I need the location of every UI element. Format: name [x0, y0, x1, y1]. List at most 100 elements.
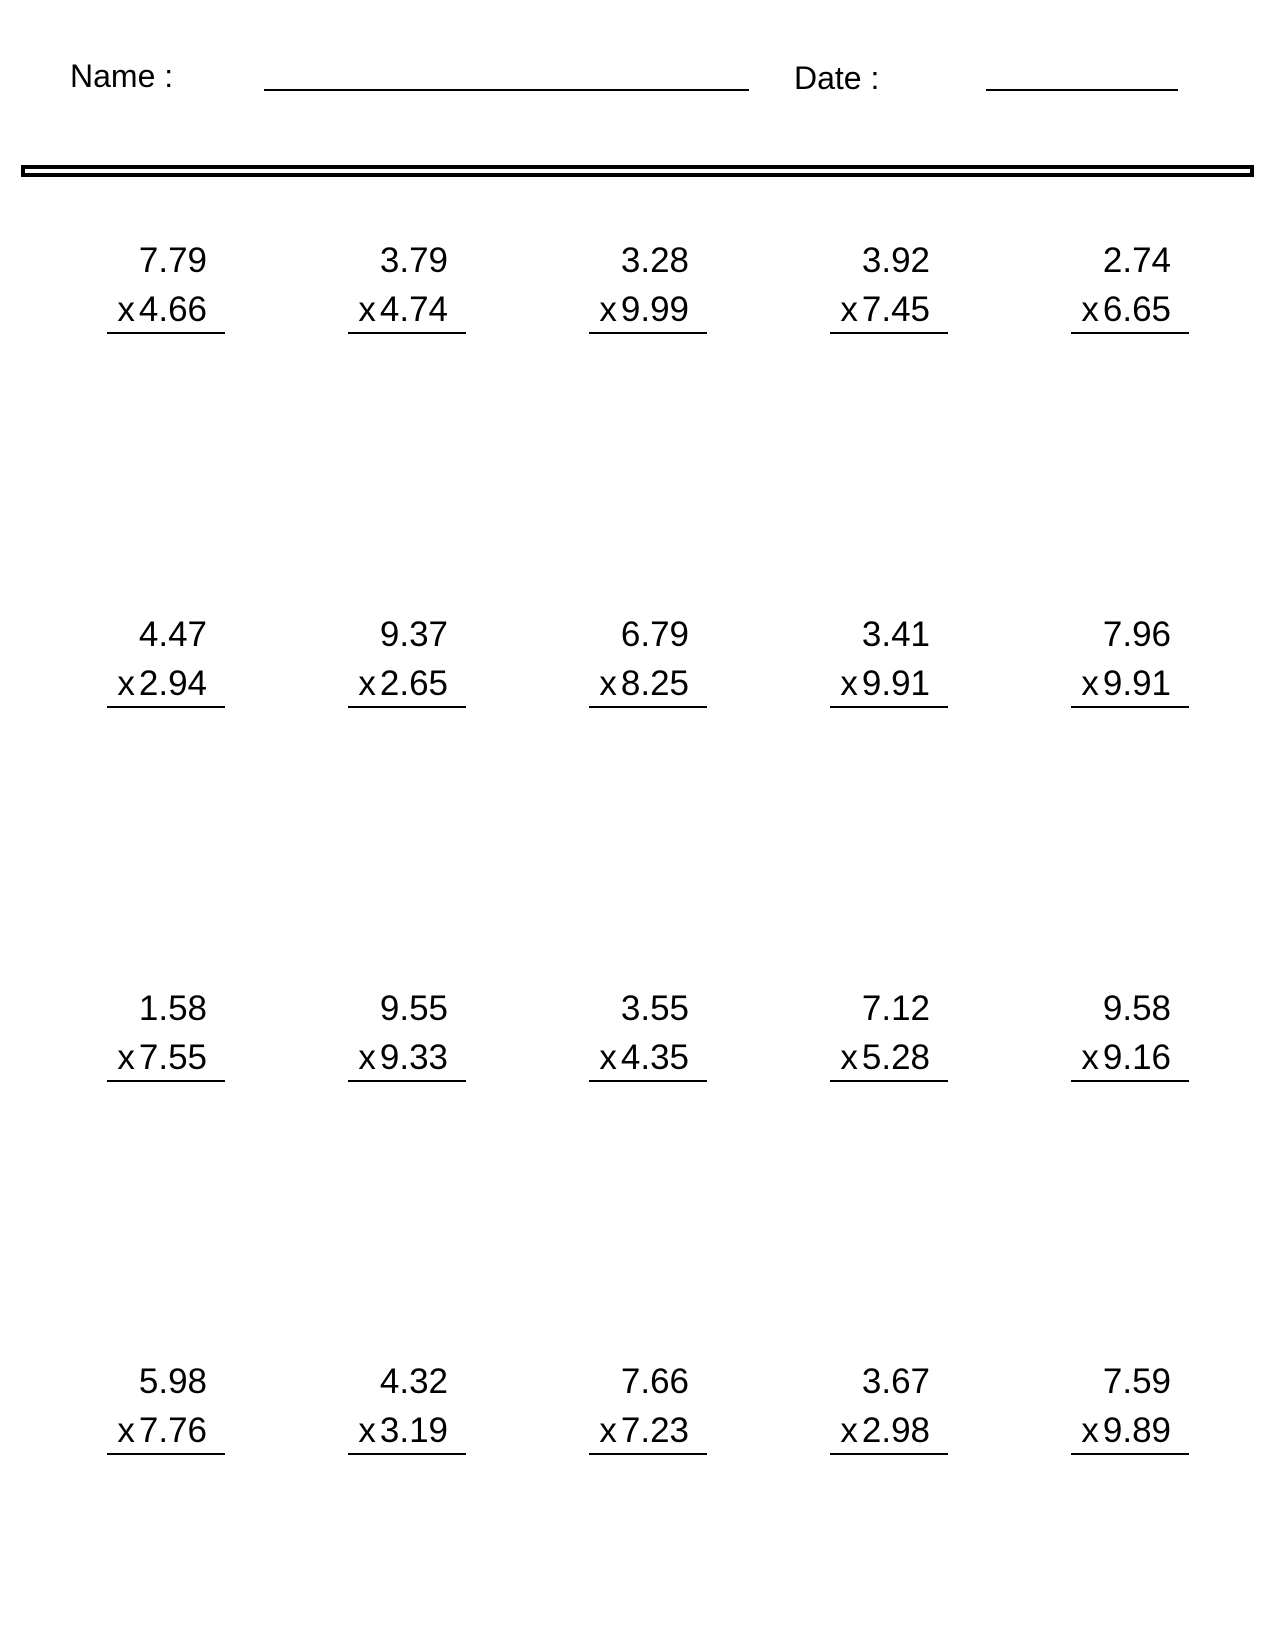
multiplicand: 5.98: [138, 1362, 207, 1401]
times-sign: x: [117, 290, 135, 329]
multiplicand: 2.74: [1102, 241, 1171, 280]
answer-line[interactable]: [830, 1453, 948, 1455]
date-label: Date :: [794, 60, 880, 96]
multiplier-line: x 2.98: [840, 1413, 930, 1448]
multiplier: 4.35: [620, 1038, 689, 1077]
multiplier-line: x 2.94: [117, 666, 207, 701]
multiplicand: 9.58: [1102, 989, 1171, 1028]
times-sign: x: [840, 1411, 858, 1450]
multiplier-line: x 7.45: [840, 292, 930, 327]
times-sign: x: [358, 290, 376, 329]
answer-line[interactable]: [589, 706, 707, 708]
answer-line[interactable]: [348, 1080, 466, 1082]
multiplier-line: x 9.16: [1081, 1040, 1171, 1075]
answer-line[interactable]: [107, 332, 225, 334]
multiplier: 7.23: [620, 1411, 689, 1450]
multiplier-line: x 7.55: [117, 1040, 207, 1075]
multiplier-line: x 4.35: [599, 1040, 689, 1075]
times-sign: x: [1081, 1038, 1099, 1077]
times-sign: x: [599, 1038, 617, 1077]
multiplier: 8.25: [620, 664, 689, 703]
times-sign: x: [1081, 1411, 1099, 1450]
answer-line[interactable]: [830, 332, 948, 334]
multiplicand: 9.37: [379, 615, 448, 654]
multiplier-line: x 9.91: [840, 666, 930, 701]
times-sign: x: [117, 664, 135, 703]
multiplier-line: x 7.76: [117, 1413, 207, 1448]
multiplicand: 3.67: [861, 1362, 930, 1401]
multiplicand: 3.92: [861, 241, 930, 280]
multiplicand: 7.96: [1102, 615, 1171, 654]
multiplicand: 3.41: [861, 615, 930, 654]
multiplier-line: x 4.74: [358, 292, 448, 327]
multiplier-line: x 9.89: [1081, 1413, 1171, 1448]
multiplier-line: x 2.65: [358, 666, 448, 701]
answer-line[interactable]: [830, 1080, 948, 1082]
multiplicand: 3.55: [620, 989, 689, 1028]
answer-line[interactable]: [107, 1080, 225, 1082]
multiplier: 6.65: [1102, 290, 1171, 329]
answer-line[interactable]: [107, 1453, 225, 1455]
times-sign: x: [1081, 290, 1099, 329]
times-sign: x: [358, 1411, 376, 1450]
multiplier: 9.89: [1102, 1411, 1171, 1450]
multiplier: 4.66: [138, 290, 207, 329]
answer-line[interactable]: [348, 706, 466, 708]
multiplier-line: x 5.28: [840, 1040, 930, 1075]
times-sign: x: [840, 1038, 858, 1077]
multiplier: 9.33: [379, 1038, 448, 1077]
multiplicand: 7.79: [138, 241, 207, 280]
multiplier: 4.74: [379, 290, 448, 329]
answer-line[interactable]: [1071, 1080, 1189, 1082]
answer-line[interactable]: [1071, 1453, 1189, 1455]
multiplier-line: x 9.33: [358, 1040, 448, 1075]
multiplier: 7.55: [138, 1038, 207, 1077]
multiplier: 9.91: [1102, 664, 1171, 703]
multiplier-line: x 9.99: [599, 292, 689, 327]
multiplicand: 7.66: [620, 1362, 689, 1401]
multiplier: 3.19: [379, 1411, 448, 1450]
multiplicand: 4.32: [379, 1362, 448, 1401]
name-field[interactable]: [264, 89, 749, 91]
multiplicand: 1.58: [138, 989, 207, 1028]
multiplicand: 7.59: [1102, 1362, 1171, 1401]
multiplicand: 9.55: [379, 989, 448, 1028]
answer-line[interactable]: [107, 706, 225, 708]
answer-line[interactable]: [1071, 332, 1189, 334]
multiplier-line: x 4.66: [117, 292, 207, 327]
times-sign: x: [599, 1411, 617, 1450]
times-sign: x: [117, 1038, 135, 1077]
multiplicand: 3.79: [379, 241, 448, 280]
answer-line[interactable]: [589, 1453, 707, 1455]
multiplier: 9.91: [861, 664, 930, 703]
multiplier: 2.94: [138, 664, 207, 703]
answer-line[interactable]: [348, 1453, 466, 1455]
multiplier: 2.65: [379, 664, 448, 703]
multiplier-line: x 3.19: [358, 1413, 448, 1448]
answer-line[interactable]: [589, 1080, 707, 1082]
times-sign: x: [358, 664, 376, 703]
multiplier-line: x 6.65: [1081, 292, 1171, 327]
multiplier: 5.28: [861, 1038, 930, 1077]
multiplier-line: x 9.91: [1081, 666, 1171, 701]
multiplier: 7.45: [861, 290, 930, 329]
times-sign: x: [840, 664, 858, 703]
multiplier: 7.76: [138, 1411, 207, 1450]
answer-line[interactable]: [589, 332, 707, 334]
times-sign: x: [599, 664, 617, 703]
multiplicand: 4.47: [138, 615, 207, 654]
date-field[interactable]: [986, 89, 1178, 91]
multiplicand: 7.12: [861, 989, 930, 1028]
multiplier: 9.99: [620, 290, 689, 329]
answer-line[interactable]: [348, 332, 466, 334]
multiplier-line: x 7.23: [599, 1413, 689, 1448]
times-sign: x: [1081, 664, 1099, 703]
times-sign: x: [358, 1038, 376, 1077]
times-sign: x: [840, 290, 858, 329]
multiplier: 2.98: [861, 1411, 930, 1450]
name-label: Name :: [70, 58, 174, 94]
answer-line[interactable]: [1071, 706, 1189, 708]
header-divider: [21, 165, 1254, 177]
multiplicand: 3.28: [620, 241, 689, 280]
answer-line[interactable]: [830, 706, 948, 708]
